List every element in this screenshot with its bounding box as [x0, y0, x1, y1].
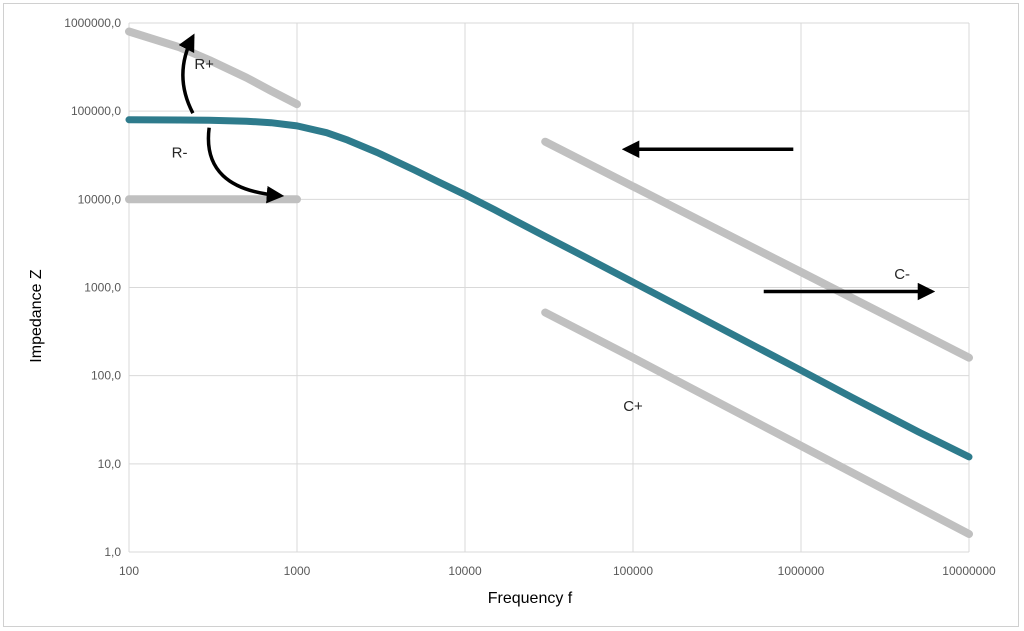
y-tick-label: 1000,0 [84, 281, 121, 295]
x-tick-label: 100000 [613, 564, 653, 578]
chart-frame [3, 3, 1019, 627]
x-axis-title: Frequency f [488, 590, 573, 607]
x-tick-label: 1000 [284, 564, 311, 578]
y-tick-label: 10,0 [98, 457, 122, 471]
annotations: R+ R- C- C+ [172, 56, 910, 415]
y-tick-label: 100,0 [91, 369, 121, 383]
x-tick-label: 100 [119, 564, 139, 578]
annotation-label: R+ [194, 56, 214, 73]
reference-line [125, 27, 301, 109]
grid [128, 22, 970, 553]
y-tick-label: 10000,0 [78, 192, 122, 206]
annotation-label: R- [172, 144, 188, 161]
reference-line [541, 308, 973, 538]
x-tick-label: 10000 [448, 564, 482, 578]
x-tick-label: 1000000 [778, 564, 825, 578]
y-tick-label: 100000,0 [71, 104, 121, 118]
annotation-label: C+ [623, 398, 643, 415]
reference-line [541, 137, 973, 362]
y-tick-labels: 1,0 10,0 100,0 1000,0 10000,0 100000,0 1000000… [64, 16, 121, 559]
y-tick-label: 1,0 [104, 545, 121, 559]
y-axis-title: Impedance Z [28, 269, 45, 363]
arrow-r-minus [206, 127, 285, 204]
arrow-r-plus [178, 33, 195, 114]
reference-lines [125, 27, 973, 538]
y-tick-label: 1000000,0 [64, 16, 121, 30]
annotation-label: C- [894, 266, 910, 283]
main-series [125, 116, 973, 461]
arrows [178, 33, 936, 301]
x-tick-labels: 100 1000 10000 100000 1000000 10000000 [119, 564, 996, 578]
impedance-curve [125, 116, 973, 461]
x-tick-label: 10000000 [942, 564, 996, 578]
